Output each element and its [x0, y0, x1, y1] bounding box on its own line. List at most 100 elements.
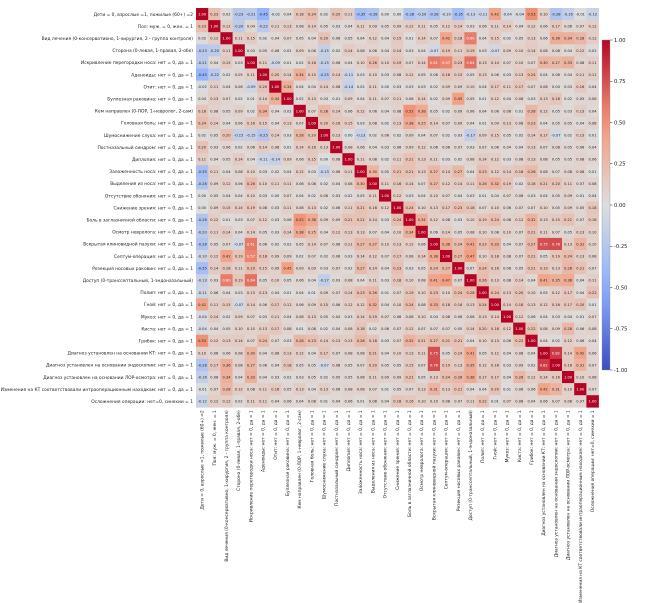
heatmap-cell-value: 0.07 [271, 339, 279, 343]
heatmap-cell-fill [330, 80, 343, 93]
heatmap-cell: 0.09 [379, 371, 392, 384]
heatmap-cell: 0.05 [281, 383, 294, 396]
heatmap-cell-fill [415, 250, 429, 263]
heatmap-cell: 0.07 [293, 116, 307, 130]
heatmap-cell: 0.19 [501, 177, 514, 190]
heatmap-cell-value: -0.11 [258, 158, 267, 162]
heatmap-cell: 0.23 [305, 334, 319, 348]
heatmap-cell: 0.05 [562, 141, 575, 154]
heatmap-cell: 0.01 [476, 92, 490, 106]
heatmap-cell-value: 0.05 [320, 25, 328, 29]
heatmap-cell: 0.13 [330, 129, 343, 142]
heatmap-cell-fill [293, 177, 307, 190]
heatmap-cell-value: 0.02 [320, 375, 328, 379]
heatmap-cell-value: 0.04 [271, 37, 280, 41]
heatmap-cell-value: 0.15 [247, 37, 255, 41]
heatmap-cell: 0.42 [220, 250, 233, 263]
heatmap-cell-value: 0.02 [442, 109, 450, 113]
heatmap-cell-value: -0.10 [197, 254, 207, 258]
heatmap-cell-value: 0.11 [576, 73, 584, 77]
heatmap-cell: 0.06 [330, 165, 343, 178]
heatmap-cell: 0.26 [244, 177, 258, 190]
heatmap-cell-fill [488, 177, 502, 190]
heatmap-cell: 0.12 [488, 346, 502, 360]
heatmap-cell-fill [574, 334, 587, 348]
heatmap-cell: 0.08 [269, 346, 282, 360]
heatmap-cell-fill [574, 358, 587, 372]
column-label: Боль в заглазничной области: нет = 0, да… [406, 410, 413, 517]
heatmap-cell-value: 0.25 [308, 230, 316, 234]
heatmap-cell-value: 0.07 [381, 315, 389, 319]
heatmap-cell-value: 0.07 [222, 242, 230, 246]
heatmap-cell-fill [525, 371, 538, 384]
heatmap-cell-value: 0.04 [344, 25, 353, 29]
heatmap-cell: 0.05 [501, 129, 514, 142]
heatmap-cell-value: 0.08 [235, 363, 244, 367]
heatmap-cell-fill [354, 68, 368, 81]
heatmap-cell: 0.18 [257, 250, 270, 263]
column-label: Кем направлен (0-ЛОР, 1-невролог, 2-сам) [297, 410, 303, 508]
heatmap-cell-value: 0.33 [491, 242, 499, 246]
heatmap-cell: 0.15 [220, 201, 233, 214]
heatmap-cell: 0.08 [305, 395, 319, 408]
heatmap-cell: 0.13 [293, 383, 307, 396]
heatmap-cell: 0.27 [525, 237, 538, 251]
heatmap-cell: 0.03 [330, 274, 343, 287]
heatmap-cell-value: 0.07 [442, 194, 450, 198]
heatmap-cell-fill [232, 395, 246, 408]
heatmap-cell-fill [305, 358, 319, 372]
heatmap-cell-fill [525, 358, 538, 372]
heatmap-cell-fill [269, 92, 282, 106]
heatmap-cell-fill [330, 92, 343, 106]
heatmap-cell-value: 0.13 [357, 230, 365, 234]
heatmap-cell-fill [488, 165, 502, 178]
heatmap-cell-value: 0.23 [454, 61, 462, 65]
heatmap-cell: 0.07 [220, 237, 233, 251]
heatmap-cell: 0.34 [257, 104, 270, 118]
heatmap-cell-value: 0.15 [491, 133, 499, 137]
heatmap-cell-fill [452, 189, 465, 202]
heatmap-cell-value: 0.08 [271, 351, 280, 355]
heatmap-cell: 0.35 [464, 358, 477, 372]
heatmap-cell-value: 0.13 [418, 170, 426, 174]
heatmap-cell: 0.24 [452, 286, 465, 299]
heatmap-cell-fill [318, 201, 331, 214]
heatmap-cell: 0.14 [354, 250, 368, 263]
heatmap-cell: 0.05 [379, 20, 392, 33]
heatmap-cell-value: 0.04 [588, 146, 597, 150]
heatmap-cell: 0.05 [220, 153, 233, 166]
heatmap-cell-value: 0.32 [491, 182, 499, 186]
heatmap-cell: 1.00 [281, 92, 294, 106]
heatmap-cell-value: 0.07 [332, 351, 340, 355]
heatmap-cell-value: 0.02 [527, 363, 535, 367]
heatmap-cell-fill [232, 165, 246, 178]
heatmap-cell: 0.04 [305, 32, 319, 45]
heatmap-cell: 0.03 [257, 165, 270, 178]
heatmap-cell: 0.27 [427, 177, 441, 190]
heatmap-cell-value: 0.02 [393, 133, 401, 137]
heatmap-cell: 0.26 [366, 286, 380, 299]
heatmap-cell: 0.12 [391, 189, 404, 202]
heatmap-cell-fill [501, 250, 514, 263]
heatmap-cell-fill [586, 129, 599, 142]
heatmap-cell-fill [366, 104, 380, 118]
heatmap-cell: 0.07 [525, 56, 538, 69]
heatmap-cell-fill [415, 8, 429, 21]
heatmap-cell-value: 0.10 [235, 327, 244, 331]
heatmap-cell-value: 0.02 [588, 49, 596, 53]
heatmap-cell-value: 0.11 [369, 194, 377, 198]
heatmap-cell-value: 0.03 [552, 315, 560, 319]
heatmap-cell-fill [208, 274, 221, 287]
heatmap-cell-fill [269, 56, 282, 69]
heatmap-cell: 0.07 [574, 20, 587, 33]
heatmap-cell: 0.18 [281, 358, 294, 372]
heatmap-cell: 0.27 [427, 165, 441, 178]
heatmap-cell: 0.05 [208, 129, 221, 142]
heatmap-cell-value: 0.04 [296, 400, 305, 404]
heatmap-cell-fill [232, 298, 246, 311]
heatmap-cell-value: 0.04 [491, 194, 500, 198]
heatmap-cell-value: 0.03 [320, 97, 328, 101]
heatmap-cell: 0.01 [501, 383, 514, 396]
heatmap-cell-fill [220, 80, 233, 93]
heatmap-cell-fill [427, 129, 441, 142]
